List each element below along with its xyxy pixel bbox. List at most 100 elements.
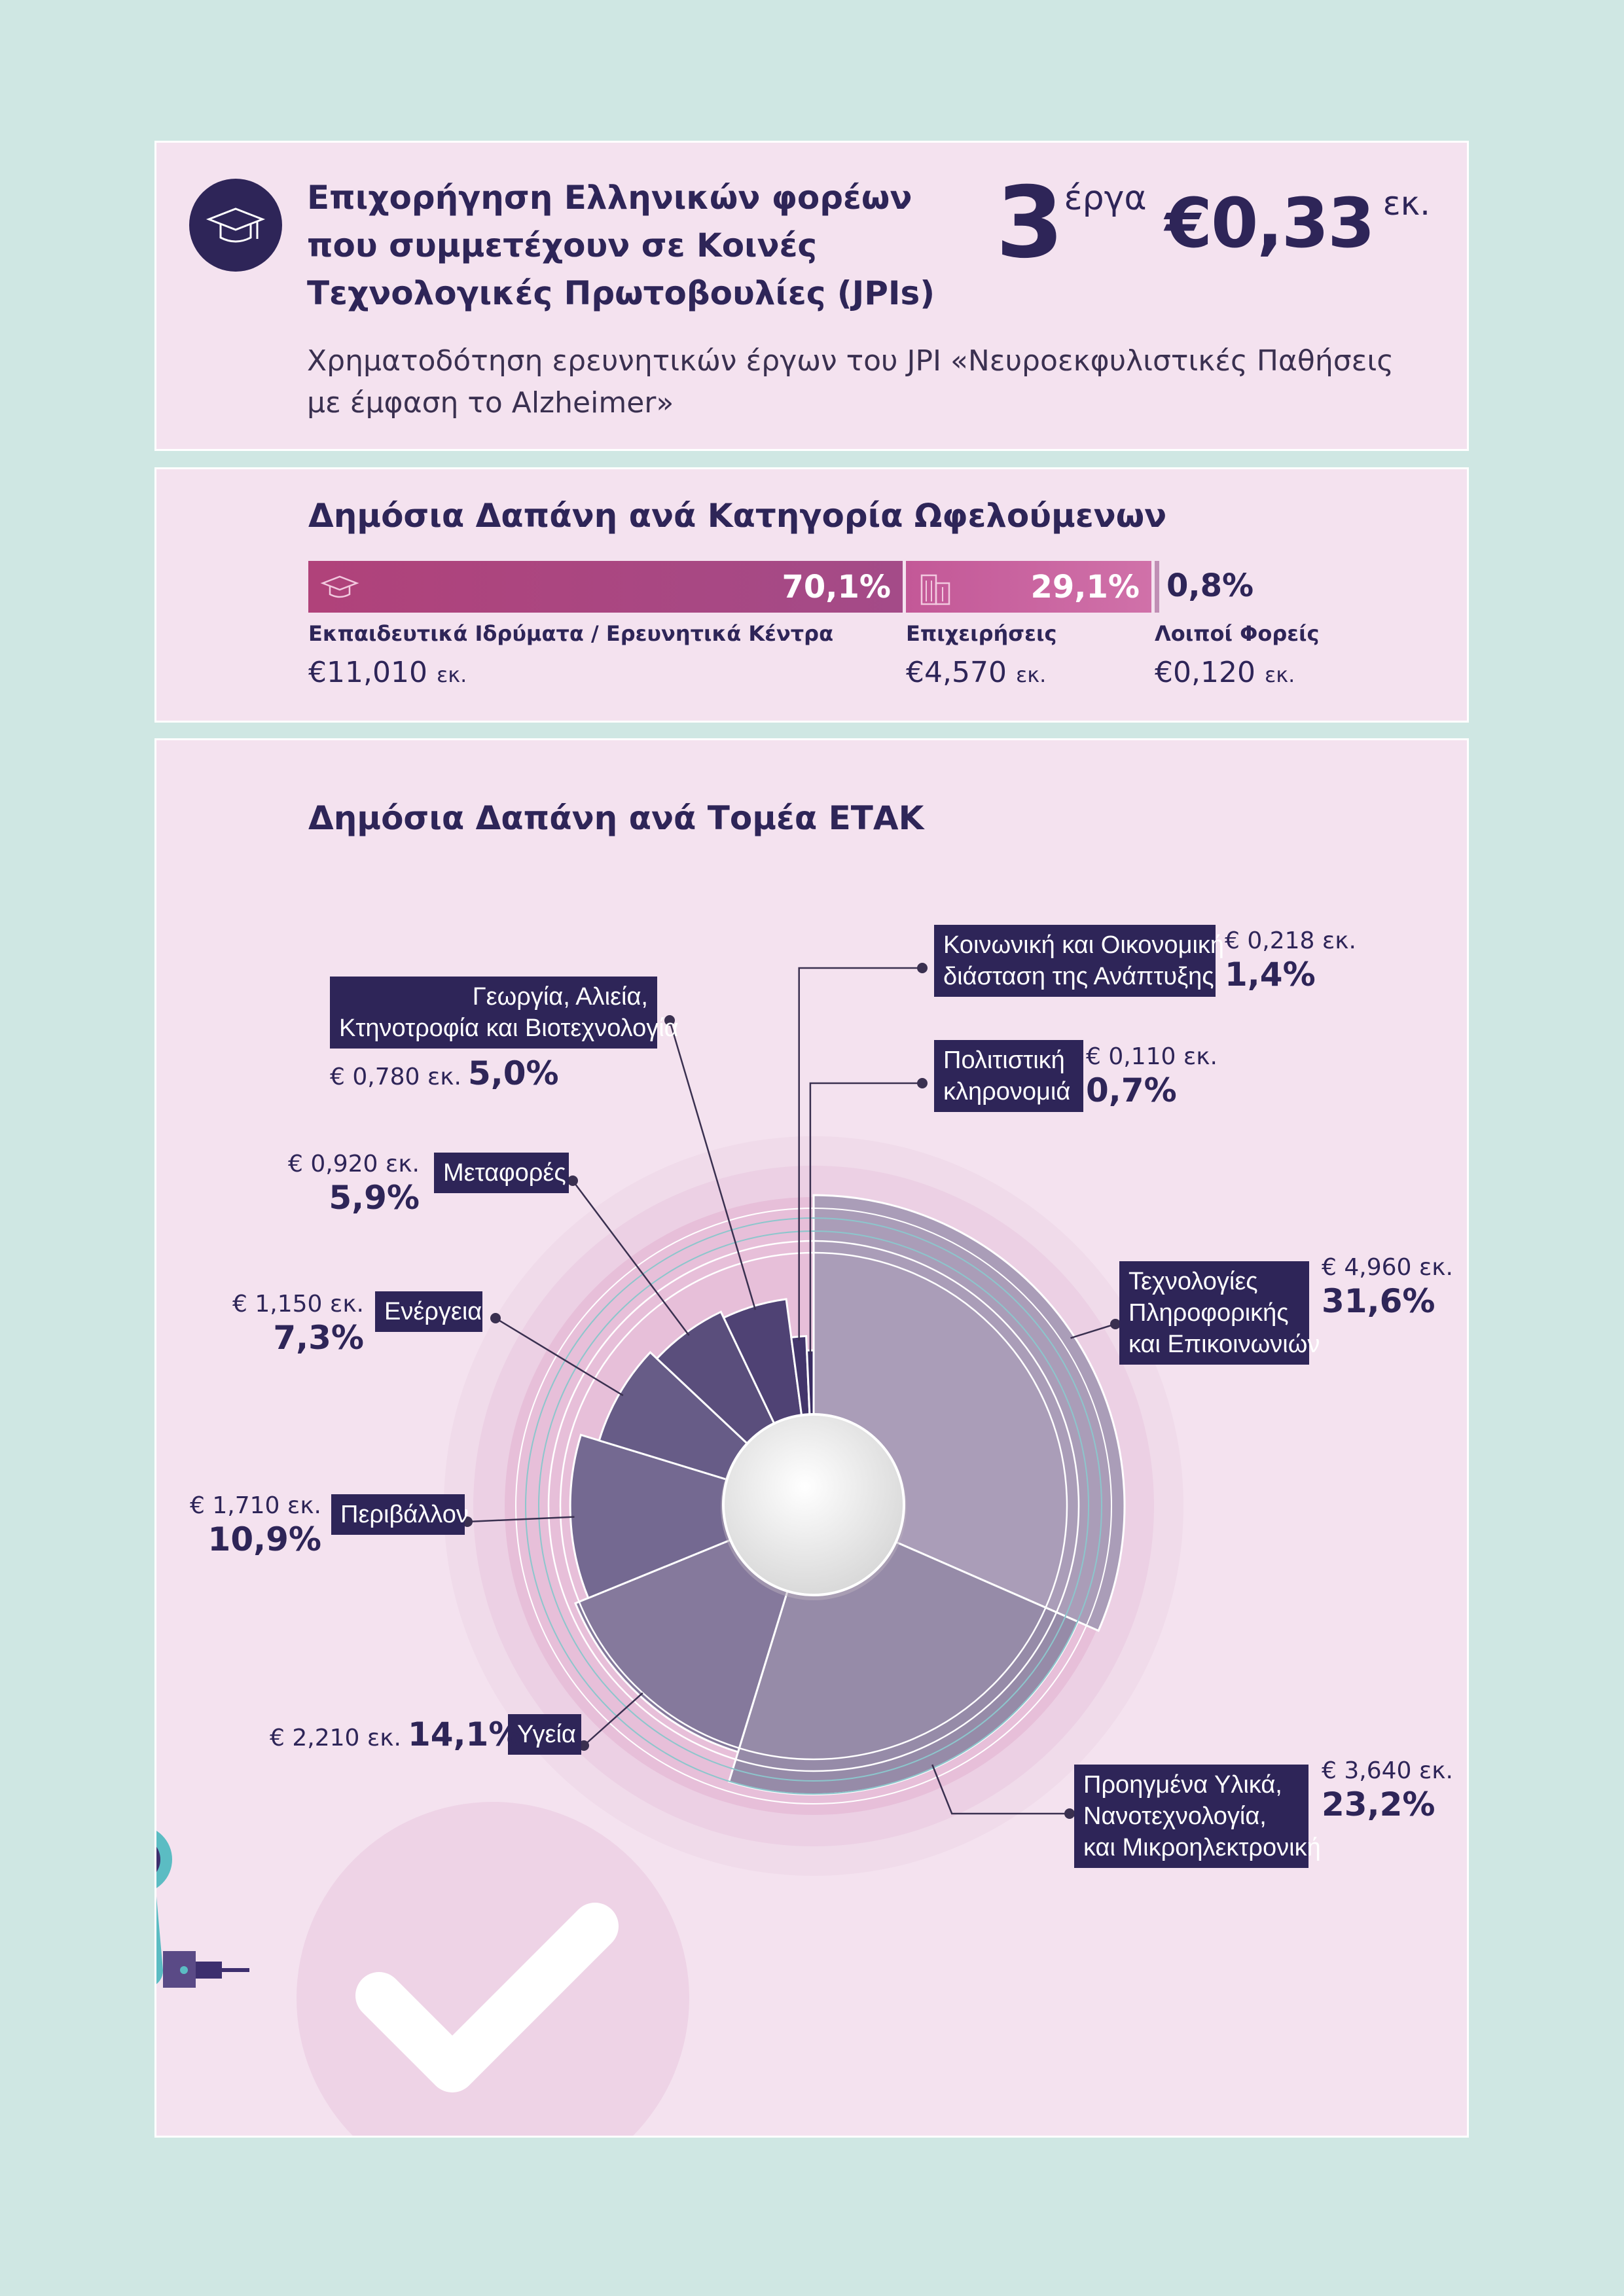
beneficiaries-panel: Δημόσια Δαπάνη ανά Κατηγορία Ωφελούμενων… [154,467,1469,723]
segment-value-materials: € 3,640 εκ. 23,2% [1322,1757,1453,1823]
label-line: Τεχνολογίες [1128,1268,1258,1295]
value-amount: €11,010 [308,656,427,689]
label-line: Περιβάλλον [340,1501,469,1528]
leader-dot-agriculture [664,1015,675,1026]
guide-ring [547,1240,1080,1772]
segment-amount: € 3,640 εκ. [1322,1757,1453,1784]
segment-amount: € 0,110 εκ. [1086,1043,1218,1070]
category-value: €4,570 εκ. [906,656,1046,689]
segment-pct: 0,7% [1086,1071,1177,1109]
label-line: Μεταφορές [443,1159,566,1187]
summary-stats: 3έργα €0,33 εκ. [996,174,1430,272]
leader-line-social [798,967,922,1341]
building-icon [918,570,957,609]
segment-amount: € 1,150 εκ. [232,1291,364,1318]
leader-dot-environment [462,1516,473,1527]
leader-line-transport [572,1180,690,1336]
value-amount: €0,120 [1155,656,1255,689]
segment-value-agriculture: € 0,780 εκ. 5,0% [330,1054,559,1092]
leader-line-culture [809,1082,922,1355]
graduation-cap-icon [189,179,282,272]
center-hub [722,1413,905,1596]
bar-segment-pct: 29,1% [1030,569,1140,605]
value-unit: εκ. [436,662,467,687]
checkmark-icon [355,1903,619,2092]
category-label: Εκπαιδευτικά Ιδρύματα / Ερευνητικά Κέντρ… [308,621,834,646]
segment-pct: 5,0% [467,1054,559,1092]
projects-count: 3 [996,166,1064,280]
segment-label-culture: Πολιτιστική κληρονομιά [934,1040,1083,1112]
segment-value-environment: € 1,710 εκ. 10,9% [190,1492,321,1558]
title-line: Τεχνολογικές Πρωτοβουλίες (JPIs) [307,274,935,312]
segment-pct: 7,3% [273,1319,364,1357]
leader-line-health [583,1692,643,1746]
segment-pct: 1,4% [1225,956,1316,994]
segment-amount: € 2,210 εκ. [270,1725,401,1751]
leader-dot-culture [917,1078,928,1088]
leader-dot-health [579,1740,589,1751]
title-line: που συμμετέχουν σε Κοινές [307,226,818,264]
segment-pct: 14,1% [407,1715,522,1753]
guide-ring [538,1230,1089,1782]
bar-segment-business: 29,1% [906,561,1151,613]
category-value: €11,010 εκ. [308,656,467,689]
guide-ring [515,1208,1112,1804]
value-amount: €4,570 [906,656,1007,689]
segment-value-health: € 2,210 εκ. 14,1% [270,1715,521,1753]
segment-pct: 5,9% [329,1179,420,1217]
segment-label-materials: Προηγμένα Υλικά, Νανοτεχνολογία, και Μικ… [1074,1765,1321,1868]
segment-label-environment: Περιβάλλον [331,1494,469,1535]
label-line: Γεωργία, Αλιεία, [472,983,648,1011]
label-line: Κοινωνική και Οικονομική [943,931,1225,959]
segment-label-transport: Μεταφορές [434,1153,569,1193]
leader-line-energy [495,1317,624,1397]
label-line: Πληροφορικής [1128,1299,1289,1327]
guide-ring [525,1217,1102,1795]
section-title: Δημόσια Δαπάνη ανά Τομέα ΕΤΑΚ [308,799,924,837]
label-line: Κτηνοτροφία και Βιοτεχνολογία [339,1014,679,1042]
label-line: Πολιτιστική [943,1047,1065,1074]
leader-dot-ict [1110,1319,1121,1329]
segment-amount: € 4,960 εκ. [1322,1254,1453,1281]
bar-segment-pct: 70,1% [782,569,891,605]
section-title: Δημόσια Δαπάνη ανά Κατηγορία Ωφελούμενων [308,497,1167,535]
segment-value-culture: € 0,110 εκ. 0,7% [1086,1043,1218,1109]
segment-value-social: € 0,218 εκ. 1,4% [1225,927,1356,994]
label-line: Προηγμένα Υλικά, [1083,1771,1282,1799]
segment-label-ict: Τεχνολογίες Πληροφορικής και Επικοινωνιώ… [1119,1261,1320,1365]
leader-dot-social [917,963,928,973]
graduation-cap-icon [320,570,359,605]
leader-line-ict [1070,1323,1116,1339]
label-line: και Μικροηλεκτρονική [1083,1834,1321,1861]
description-line: με έμφαση το Alzheimer» [307,386,674,420]
total-amount: €0,33 [1164,183,1375,263]
segment-value-transport: € 0,920 εκ. 5,9% [288,1150,420,1217]
value-unit: εκ. [1264,662,1295,687]
value-unit: εκ. [1015,662,1047,687]
sectors-panel: Δημόσια Δαπάνη ανά Τομέα ΕΤΑΚ Τεχνολογίε… [154,738,1469,2138]
segment-label-energy: Ενέργεια [375,1291,482,1332]
label-line: Ενέργεια [384,1298,482,1325]
bar-segment-education: 70,1% [308,561,903,613]
projects-label: έργα [1064,179,1147,218]
description: Χρηματοδότηση ερευνητικών έργων του JPI … [307,340,1394,424]
segment-pct: 23,2% [1322,1785,1435,1823]
amount-unit: εκ. [1382,185,1430,223]
label-line: κληρονομιά [943,1078,1071,1105]
label-line: και Επικοινωνιών [1128,1331,1320,1358]
segment-label-health: Υγεία [508,1714,581,1755]
segment-amount: € 1,710 εκ. [190,1492,321,1519]
category-label: Λοιποί Φορείς [1155,621,1320,646]
segment-pct: 10,9% [208,1520,321,1558]
segment-label-social: Κοινωνική και Οικονομική διάσταση της Αν… [934,925,1225,997]
segment-pct: 31,6% [1322,1282,1435,1320]
bar-segment-pct: 0,8% [1166,567,1254,604]
leader-lines [462,963,1121,1819]
label-line: Νανοτεχνολογία, [1083,1803,1267,1830]
guide-ring [559,1251,1068,1761]
leader-line-materials [931,1764,1070,1815]
leader-dot-energy [490,1313,501,1323]
robot-arm-icon [156,1831,249,1988]
segment-value-energy: € 1,150 εκ. 7,3% [232,1290,364,1357]
segment-value-ict: € 4,960 εκ. 31,6% [1322,1253,1453,1320]
